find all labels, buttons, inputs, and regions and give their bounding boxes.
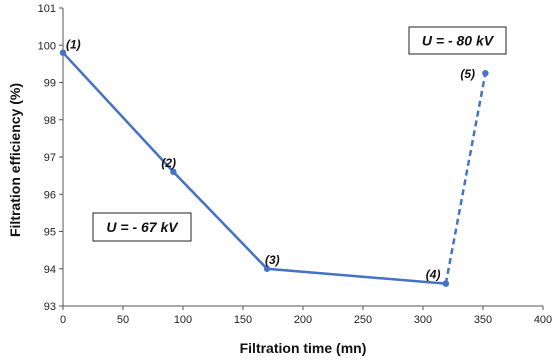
y-tick-label: 93 — [44, 301, 56, 313]
y-axis-title: Filtration efficiency (%) — [7, 83, 23, 237]
annotations: U = - 67 kV U = - 80 kV — [92, 26, 507, 242]
x-tick-label: 0 — [60, 314, 66, 326]
data-point — [59, 49, 67, 56]
annotation-box — [408, 26, 507, 55]
y-axis-ticks: 93 94 95 96 97 98 99 100 101 — [38, 3, 63, 313]
data-point — [263, 265, 271, 272]
y-tick-label: 94 — [44, 264, 56, 276]
y-tick-label: 101 — [38, 3, 56, 15]
series-line-dashed — [444, 72, 487, 284]
data-point — [170, 168, 177, 176]
x-tick-label: 400 — [534, 314, 552, 326]
x-tick-label: 300 — [414, 314, 432, 326]
series-line-solid — [62, 51, 446, 285]
annotation-box — [92, 212, 192, 242]
x-axis-ticks: 0 50 100 150 200 250 300 350 400 — [60, 306, 552, 326]
point-label: (5) — [460, 67, 475, 81]
y-tick-label: 98 — [44, 115, 56, 127]
x-tick-label: 100 — [174, 314, 192, 326]
data-series: (1) (2) (3) (4) (5) — [59, 38, 489, 287]
x-tick-label: 150 — [234, 314, 252, 326]
annotation-label: U = - 67 kV — [106, 219, 179, 235]
y-tick-label: 97 — [44, 152, 56, 164]
y-tick-label: 100 — [38, 40, 56, 52]
x-tick-label: 50 — [117, 314, 129, 326]
data-point — [482, 69, 489, 77]
data-point — [442, 280, 449, 287]
point-label: (3) — [265, 253, 280, 267]
x-tick-label: 350 — [474, 314, 492, 326]
point-label: (4) — [426, 268, 441, 282]
annotation-label: U = - 80 kV — [422, 33, 495, 49]
x-tick-label: 250 — [354, 314, 372, 326]
y-tick-label: 95 — [44, 227, 56, 239]
x-axis-title: Filtration time (mn) — [240, 340, 367, 356]
y-tick-label: 99 — [44, 78, 56, 90]
point-label: (2) — [161, 156, 176, 170]
point-label: (1) — [66, 38, 81, 52]
x-tick-label: 200 — [294, 314, 312, 326]
y-tick-label: 96 — [44, 189, 56, 201]
